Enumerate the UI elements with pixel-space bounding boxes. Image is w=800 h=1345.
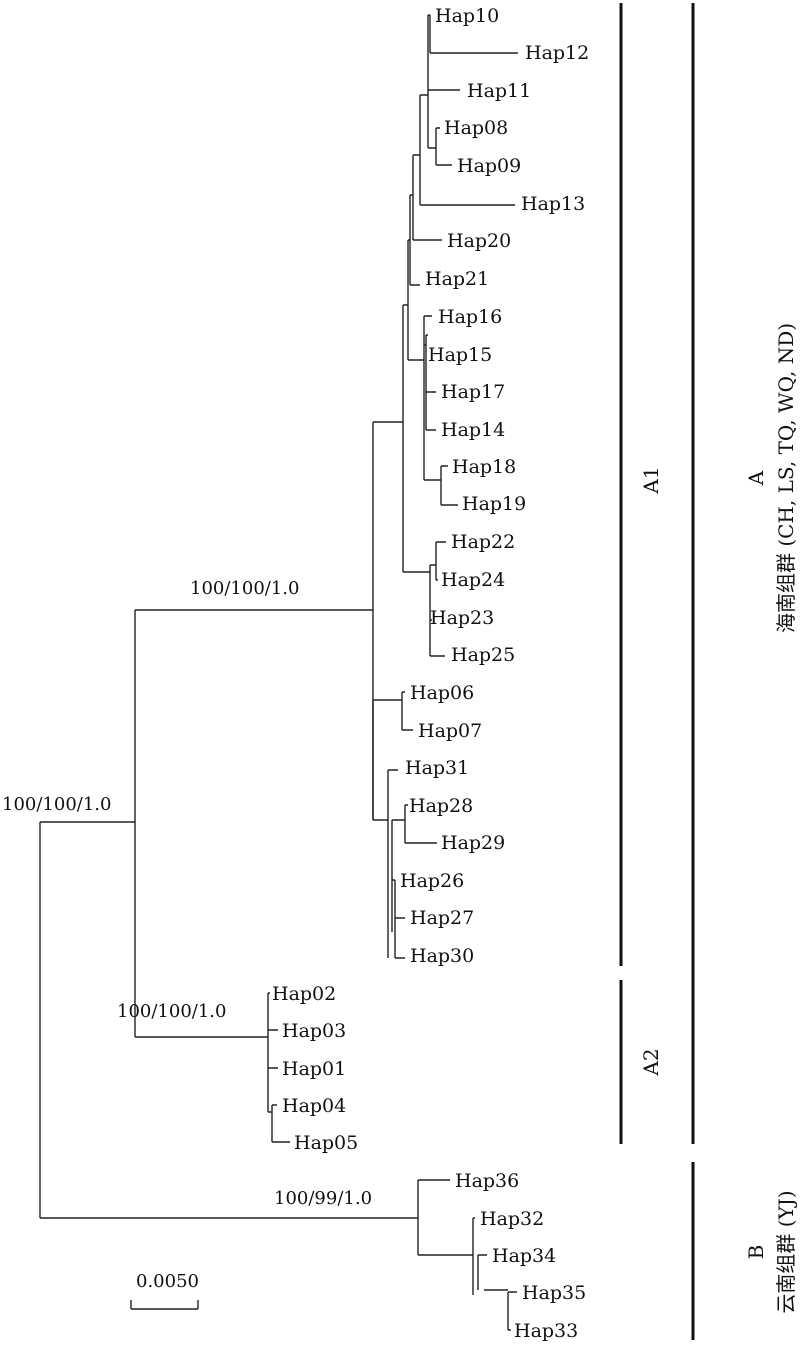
tip-label-hap33: Hap33	[514, 1320, 578, 1342]
tip-label-hap10: Hap10	[435, 5, 499, 27]
branch-segment	[372, 699, 402, 820]
branch-segment	[472, 1217, 475, 1295]
group-name-a: 海南组群 (CH, LS, TQ, WQ, ND)	[774, 323, 798, 633]
support-value-clade-b: 100/99/1.0	[274, 1188, 372, 1209]
tip-label-hap12: Hap12	[525, 42, 589, 64]
branch-segment	[134, 609, 373, 1038]
tip-label-hap22: Hap22	[451, 531, 515, 553]
tip-label-hap13: Hap13	[521, 193, 585, 215]
branch-segment	[424, 334, 436, 431]
branch-segment	[417, 1179, 473, 1256]
tree-branches	[39, 14, 518, 1331]
branch-segment	[419, 94, 515, 206]
group-letter-b: B	[744, 1245, 768, 1260]
tip-label-hap20: Hap20	[447, 230, 511, 252]
tip-label-hap23: Hap23	[430, 607, 494, 629]
group-letter-a: A	[744, 470, 768, 486]
tip-label-hap27: Hap27	[410, 907, 474, 929]
tip-label-hap35: Hap35	[522, 1282, 586, 1304]
tip-label-hap29: Hap29	[441, 832, 505, 854]
tip-label-hap14: Hap14	[441, 419, 505, 441]
branch-segment	[427, 14, 436, 149]
subclade-label-a2: A2	[639, 1048, 663, 1076]
tip-label-hap18: Hap18	[452, 456, 516, 478]
branch-segment	[404, 804, 437, 844]
group-name-b: 云南组群 (YJ)	[774, 1190, 798, 1313]
tip-label-hap24: Hap24	[441, 569, 505, 591]
tip-label-hap15: Hap15	[428, 344, 492, 366]
support-value-clade-a1: 100/100/1.0	[190, 578, 299, 599]
branch-segment	[268, 1104, 290, 1143]
tip-label-hap11: Hap11	[467, 80, 531, 102]
branch-segment	[435, 541, 446, 581]
branch-segment	[372, 421, 403, 821]
support-value-root: 100/100/1.0	[2, 794, 111, 815]
branch-segment	[424, 465, 458, 506]
branch-segment	[39, 821, 418, 1219]
tip-label-hap34: Hap34	[492, 1245, 556, 1267]
branch-segment	[428, 15, 518, 91]
branch-segment	[423, 315, 432, 480]
branch-segment	[387, 769, 398, 958]
tip-label-hap36: Hap36	[455, 1170, 519, 1192]
scale-bar	[130, 1300, 199, 1310]
tip-label-hap04: Hap04	[282, 1095, 346, 1117]
tip-label-hap05: Hap05	[294, 1132, 358, 1154]
tip-label-hap16: Hap16	[438, 306, 502, 328]
tip-label-hap03: Hap03	[282, 1020, 346, 1042]
tip-label-hap07: Hap07	[418, 720, 482, 742]
tip-label-hap02: Hap02	[272, 983, 336, 1005]
branch-segment	[477, 1254, 487, 1290]
branch-segment	[429, 564, 445, 657]
branch-segment	[435, 127, 452, 166]
tip-label-hap19: Hap19	[462, 493, 526, 515]
tip-label-hap08: Hap08	[444, 117, 508, 139]
branch-segment	[402, 304, 430, 573]
tip-label-hap25: Hap25	[451, 644, 515, 666]
tip-labels: Hap10 Hap12 Hap11 Hap08 Hap09 Hap13 Hap2…	[272, 5, 589, 1342]
tip-label-hap32: Hap32	[480, 1208, 544, 1230]
tip-label-hap26: Hap26	[400, 870, 464, 892]
branch-segment	[391, 819, 405, 932]
tip-label-hap06: Hap06	[410, 682, 474, 704]
tip-label-hap21: Hap21	[425, 268, 489, 290]
branch-segment	[401, 691, 413, 731]
branch-segment	[392, 879, 405, 959]
branch-segment	[484, 1289, 517, 1331]
subclade-label-a1: A1	[639, 466, 663, 494]
tip-label-hap01: Hap01	[282, 1058, 346, 1080]
tip-label-hap17: Hap17	[441, 381, 505, 403]
tip-label-hap30: Hap30	[410, 945, 474, 967]
tip-label-hap28: Hap28	[409, 795, 473, 817]
tip-label-hap31: Hap31	[405, 757, 469, 779]
support-value-clade-a2: 100/100/1.0	[117, 1001, 226, 1022]
scale-bar-label: 0.0050	[136, 1271, 199, 1292]
tip-label-hap09: Hap09	[457, 155, 521, 177]
branch-segment	[412, 154, 442, 241]
branch-segment	[267, 992, 278, 1112]
